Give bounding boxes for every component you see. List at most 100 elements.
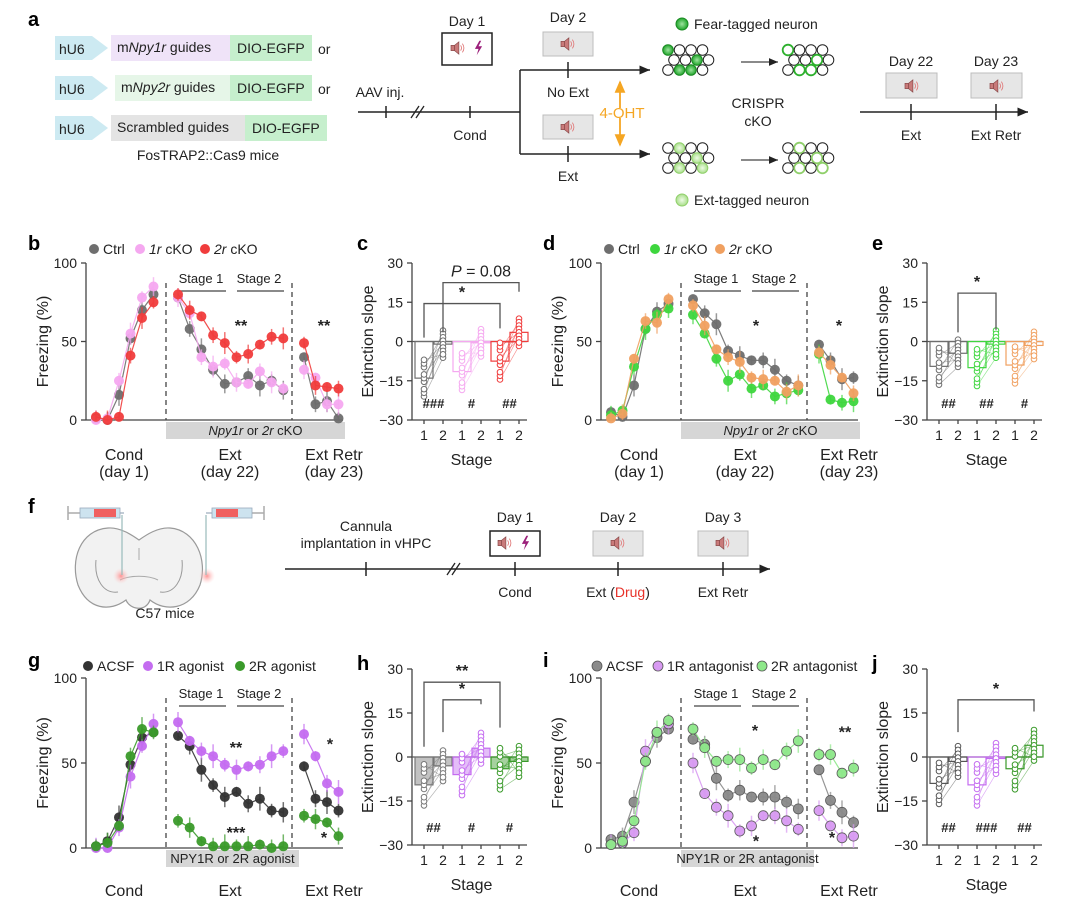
data-point [848, 762, 859, 774]
data-point [254, 366, 265, 377]
series-line [303, 342, 339, 390]
series-line [177, 297, 284, 391]
bracket-label: ** [456, 663, 469, 680]
data-point [781, 745, 792, 757]
phase-label: Ext Retr [305, 883, 363, 900]
neuron [822, 54, 835, 66]
neuron [696, 162, 709, 174]
subject-line [461, 753, 482, 760]
phase-label: (day 22) [716, 464, 775, 481]
significance-annotation: * [829, 830, 836, 847]
neuron [799, 152, 812, 164]
series-line [818, 353, 854, 404]
data-point [813, 749, 825, 760]
subject-line [499, 751, 520, 762]
data-point [254, 380, 265, 391]
series-2r-agonist [490, 742, 529, 793]
data-point [173, 289, 183, 300]
cond-label-a: Cond [453, 127, 486, 143]
y-tick-label: 0 [69, 412, 77, 428]
data-point [663, 303, 674, 314]
subject-point [973, 375, 981, 382]
data-point [243, 841, 254, 852]
data-point [148, 718, 159, 729]
subject-point [458, 349, 466, 357]
subject-point [477, 349, 485, 357]
promoter-label: hU6 [59, 81, 85, 97]
y-axis-label: Extinction slope [875, 701, 892, 813]
data-point [231, 377, 242, 388]
subject-line [976, 350, 997, 365]
subject-point [515, 339, 523, 346]
data-point [254, 759, 265, 770]
data-point [278, 746, 289, 757]
day1-label-a: Day 1 [449, 13, 486, 29]
subject-line [1014, 346, 1035, 356]
reporter-box [230, 75, 312, 101]
x-tick-label: 2 [1030, 852, 1038, 868]
mice-label-f: C57 mice [135, 605, 194, 621]
data-point [746, 372, 757, 383]
series-2r-antagonist [605, 713, 859, 850]
significance-annotation: * [321, 830, 328, 847]
guide-prefix: m [121, 79, 133, 95]
y-tick-label: 15 [902, 705, 918, 721]
data-point [243, 349, 254, 360]
series-2r-cko [490, 315, 529, 383]
data-point [848, 372, 859, 383]
stage-label-1: Stage 1 [694, 686, 739, 701]
x-tick-label: 2 [439, 852, 447, 868]
y-tick-label: 100 [569, 255, 593, 271]
series-line [177, 735, 284, 813]
neuron [788, 152, 800, 164]
subject-line [461, 747, 482, 759]
data-point [173, 730, 183, 741]
neuron [673, 64, 686, 76]
or-label: or [318, 41, 331, 57]
x-axis-label: Stage [966, 877, 1008, 894]
data-point [310, 380, 321, 391]
panel-label-e: e [872, 233, 883, 255]
phase-label: (day 1) [99, 464, 149, 481]
cond-label-f: Cond [498, 584, 531, 600]
subject-point [973, 777, 981, 785]
data-point [825, 749, 836, 760]
data-point [825, 394, 836, 405]
guide-box [111, 115, 245, 141]
series-acsf [91, 727, 344, 852]
subject-point [1011, 744, 1019, 752]
data-point [758, 374, 769, 385]
significance-bracket [957, 699, 1035, 733]
legend-gene: 2r [728, 241, 743, 257]
data-point [266, 843, 277, 853]
treatment-band-label: Npy1r or 2r cKO [209, 423, 303, 438]
significance-bracket [423, 681, 501, 747]
fear-tagged-legend-icon [675, 17, 689, 31]
aav-label: AAV inj. [356, 84, 405, 100]
phase-label: (day 1) [614, 464, 664, 481]
subject-line [461, 744, 482, 775]
phase-label: Ext [218, 447, 242, 464]
y-tick-label: 50 [61, 755, 77, 771]
data-point [310, 814, 321, 825]
data-point [102, 837, 113, 848]
neuron [816, 142, 829, 154]
suffix: cKO [274, 423, 303, 438]
y-tick-label: 50 [576, 755, 592, 771]
data-point [148, 727, 159, 738]
panel-label-d: d [543, 233, 555, 255]
data-point [781, 386, 792, 397]
phase-label: (day 23) [820, 464, 879, 481]
subject-line [461, 332, 482, 361]
legend-suffix: cKO [741, 241, 772, 257]
guide-label: Scrambled guides [117, 119, 229, 135]
data-point [137, 741, 147, 751]
bracket-label: P = 0.08 [451, 264, 511, 281]
day1-label-f: Day 1 [497, 509, 534, 525]
extretr-label-f: Ext Retr [698, 584, 749, 600]
x-tick-label: 2 [1030, 427, 1038, 443]
data-point [196, 746, 207, 757]
data-point [746, 355, 757, 366]
neuron [816, 44, 829, 56]
